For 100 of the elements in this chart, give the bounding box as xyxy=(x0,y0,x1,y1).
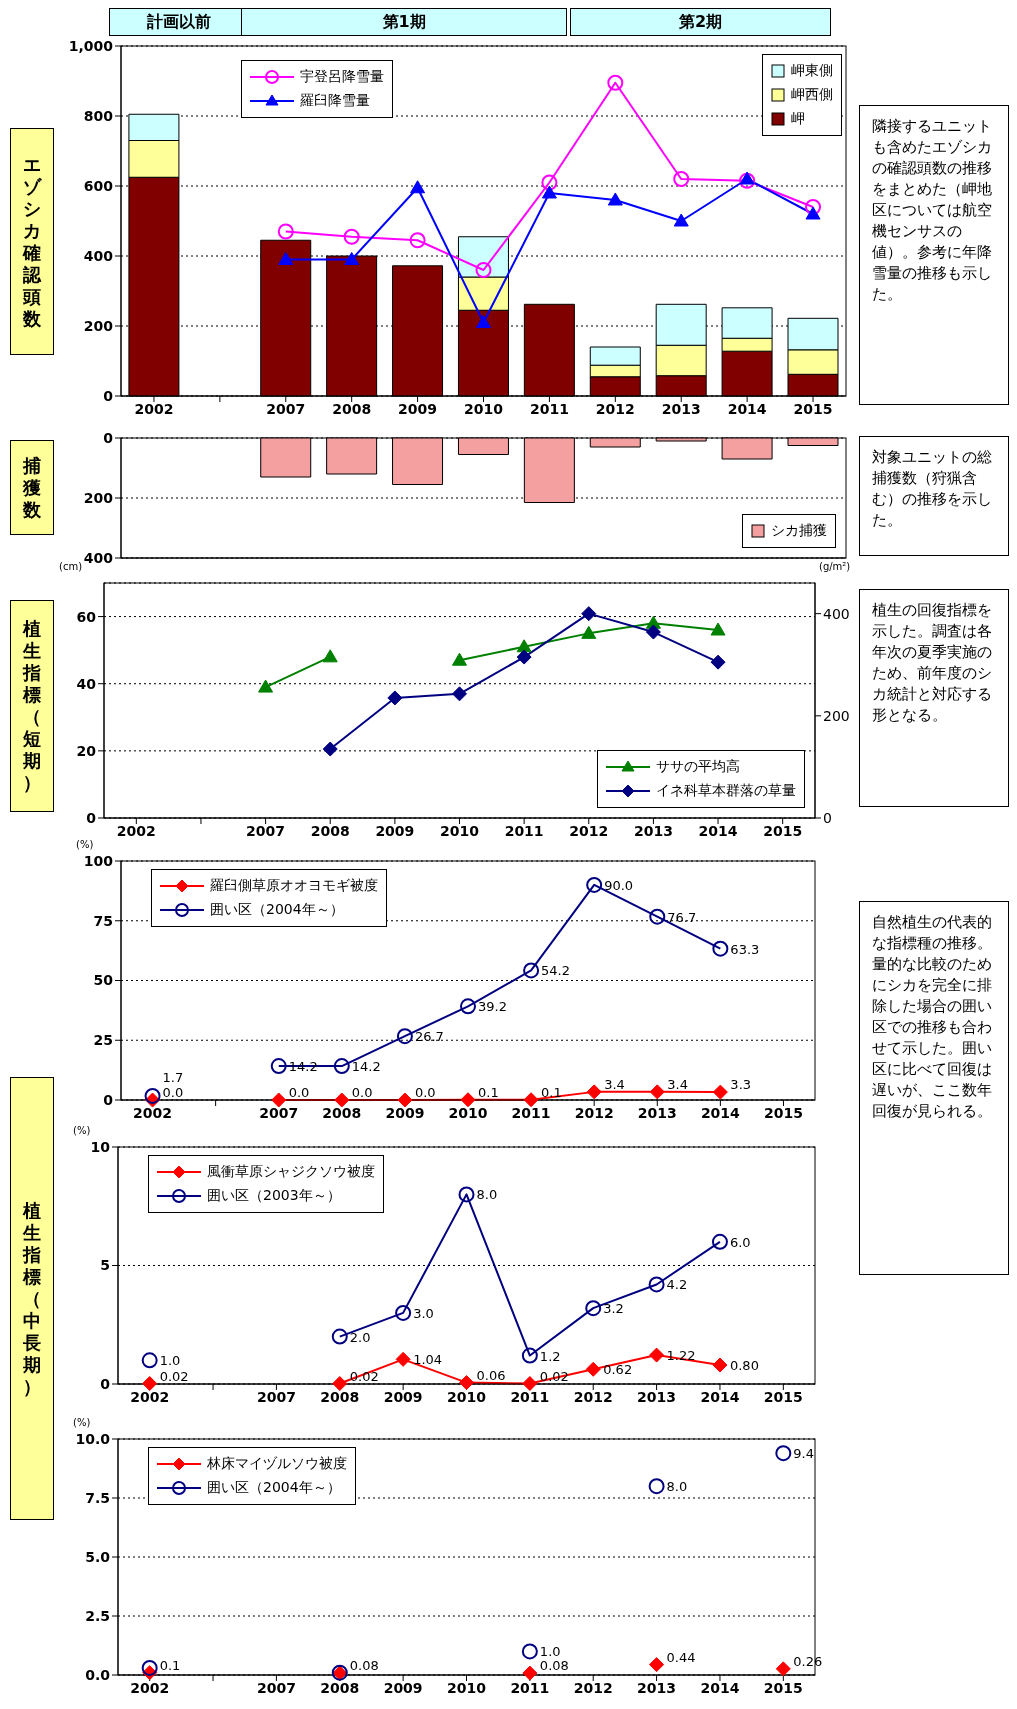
y-axis-title: エゾシカ確認頭数 xyxy=(23,153,41,330)
text: 隣接するユニットも含めたエゾシカの確認頭数の推移をまとめた（岬地区については航空機センサスの値）。参考に年降雪量の推移も示した。 xyxy=(872,117,992,303)
point xyxy=(711,1233,728,1250)
y-tick-label: 10 xyxy=(90,1138,111,1155)
x-tick-label: 2007 xyxy=(259,1104,299,1121)
point xyxy=(712,940,729,957)
text: 植生指標（中長期） xyxy=(23,1199,41,1397)
text: 第1期 xyxy=(240,8,568,36)
data-label: 90.0 xyxy=(604,877,634,893)
y-tick-label: 60 xyxy=(76,608,97,625)
data-label: 9.4 xyxy=(793,1446,815,1462)
data-label: 0.62 xyxy=(603,1362,633,1378)
legend-label: ササの平均高 xyxy=(656,758,740,776)
x-tick-label: 2013 xyxy=(637,1679,677,1696)
legend-label: シカ捕獲 xyxy=(771,522,827,540)
x-tick-label: 2009 xyxy=(383,1679,423,1696)
text: 計画以前 xyxy=(109,8,250,36)
y-tick-label: 400 xyxy=(83,247,114,264)
y-tick-label: 0.0 xyxy=(85,1666,111,1683)
y-tick-label: 0 xyxy=(103,429,114,446)
point xyxy=(581,606,597,622)
data-label: 0.0 xyxy=(288,1085,310,1100)
x-tick-label: 2010 xyxy=(440,822,480,839)
text: 対象ユニットの総捕獲数（狩猟含む）の推移を示した。 xyxy=(859,436,1009,556)
x-tick-label: 2002 xyxy=(116,822,156,839)
point xyxy=(333,1058,350,1075)
data-label: 63.3 xyxy=(730,941,760,957)
legend-label: 囲い区（2004年～） xyxy=(207,1479,341,1497)
point xyxy=(343,228,360,245)
x-tick-label: 2015 xyxy=(793,400,833,417)
point xyxy=(397,1092,413,1108)
y-tick-label: 2.5 xyxy=(85,1607,110,1624)
y-tick-label: 40 xyxy=(76,675,97,692)
text: 自然植生の代表的な指標種の推移。量的な比較のためにシカを完全に排除した場合の囲い区での推移も合わせて示した。囲い区に比べて回復は遅いが、ここ数年回復が見られる。 xyxy=(872,913,992,1120)
y2-tick-label: 400 xyxy=(823,605,850,622)
point xyxy=(331,1328,348,1345)
x-tick-label: 2013 xyxy=(661,400,701,417)
y-tick-label: 0 xyxy=(100,1375,111,1392)
y-axis-title: (%) xyxy=(76,839,94,850)
y-tick-label: 400 xyxy=(83,549,114,566)
text: 植生指標（短期） xyxy=(23,618,41,794)
x-tick-label: 2011 xyxy=(510,1679,550,1696)
point xyxy=(334,1092,350,1108)
data-label: 1.7 xyxy=(162,1069,184,1085)
data-label: 0.08 xyxy=(539,1658,569,1674)
point xyxy=(452,652,467,666)
data-label: 0.02 xyxy=(159,1368,189,1384)
point xyxy=(460,1092,476,1108)
point xyxy=(322,741,338,757)
y-tick-label: 25 xyxy=(93,1032,113,1049)
x-tick-label: 2008 xyxy=(320,1388,360,1405)
point xyxy=(476,315,491,328)
x-tick-label: 2010 xyxy=(447,1679,487,1696)
y-tick-label: 800 xyxy=(83,107,114,124)
x-tick-label: 2009 xyxy=(398,400,438,417)
x-tick-label: 2015 xyxy=(763,822,803,839)
point xyxy=(585,1300,602,1317)
y-tick-label: 7.5 xyxy=(85,1489,110,1506)
data-label: 8.0 xyxy=(476,1187,498,1203)
point xyxy=(278,252,294,265)
y-tick-label: 10.0 xyxy=(75,1430,111,1447)
x-tick-label: 2007 xyxy=(256,1679,296,1696)
data-label: 3.4 xyxy=(604,1076,625,1092)
point xyxy=(516,649,532,665)
legend-label: 岬西側 xyxy=(791,86,833,104)
x-tick-label: 2008 xyxy=(322,1104,362,1121)
y-axis-title: (cm) xyxy=(59,561,83,572)
point xyxy=(409,232,426,249)
x-tick-label: 2011 xyxy=(511,1104,551,1121)
point xyxy=(387,690,403,706)
point xyxy=(648,1276,665,1293)
point xyxy=(710,654,726,670)
y2-tick-label: 200 xyxy=(823,707,850,724)
point xyxy=(144,1087,161,1104)
point xyxy=(521,1643,538,1660)
point xyxy=(805,199,822,215)
point xyxy=(141,1352,158,1369)
y-tick-label: 5 xyxy=(100,1257,110,1274)
x-tick-label: 2015 xyxy=(763,1388,803,1405)
y-tick-label: 0 xyxy=(103,387,114,404)
data-label: 6.0 xyxy=(729,1234,751,1250)
point xyxy=(523,1092,539,1108)
y2-axis-title: (g/m²) xyxy=(819,561,851,572)
point xyxy=(541,185,557,199)
point xyxy=(586,1084,602,1100)
point xyxy=(395,1304,412,1321)
point xyxy=(710,622,726,636)
text: 植生の回復指標を示した。調査は各年次の夏季実施のため、前年度のシカ統計と対応する形となる。 xyxy=(859,589,1009,807)
legend-label: 林床マイヅルソウ被度 xyxy=(207,1455,347,1473)
point xyxy=(586,876,603,893)
data-label: 1.04 xyxy=(413,1352,443,1368)
data-label: 0.1 xyxy=(478,1084,499,1100)
x-tick-label: 2012 xyxy=(569,822,609,839)
data-label: 0.1 xyxy=(159,1657,181,1673)
y-tick-label: 5.0 xyxy=(85,1548,111,1565)
y-tick-label: 600 xyxy=(83,177,114,194)
legend-label: イネ科草本群落の草量 xyxy=(656,782,796,800)
y-tick-label: 75 xyxy=(93,912,113,929)
point xyxy=(649,1084,665,1100)
point xyxy=(607,192,623,206)
